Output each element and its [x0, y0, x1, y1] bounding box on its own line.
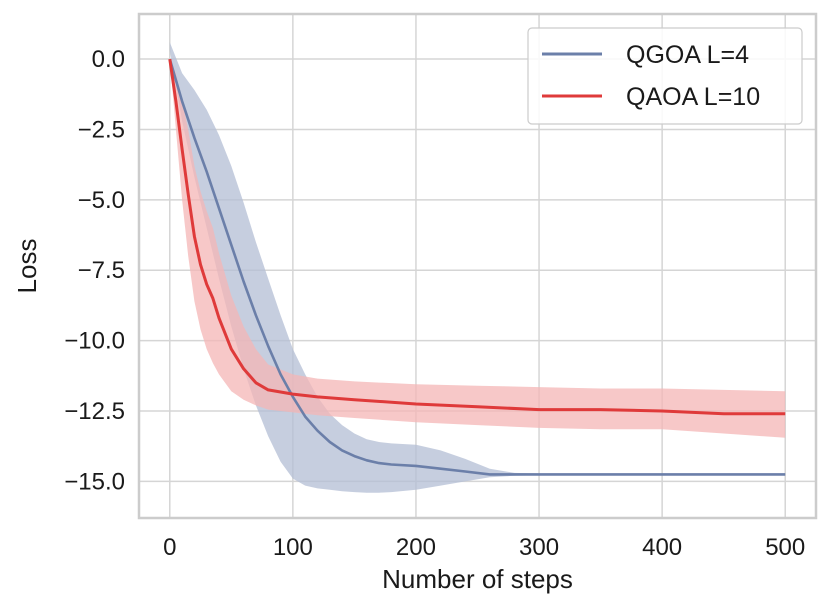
- y-tick-label: −10.0: [64, 328, 125, 355]
- legend-label-qaoa: QAOA L=10: [626, 83, 760, 111]
- y-tick-label: −5.0: [78, 187, 125, 214]
- x-tick-label: 400: [642, 534, 682, 561]
- x-tick-label: 200: [396, 534, 436, 561]
- series-line-0: [168, 58, 786, 476]
- x-tick-label: 100: [273, 534, 313, 561]
- y-tick-label: −2.5: [78, 116, 125, 143]
- x-tick-label: 500: [765, 534, 805, 561]
- y-tick-label: −7.5: [78, 257, 125, 284]
- plot-frame: [137, 12, 818, 520]
- confidence-band-1: [169, 59, 786, 438]
- legend: QGOA L=4 QAOA L=10: [527, 27, 803, 125]
- confidence-bands: [169, 42, 786, 493]
- series-lines: [168, 58, 786, 476]
- y-tick-label: 0.0: [92, 46, 125, 73]
- series-line-1: [168, 58, 786, 416]
- x-tick-label: 300: [519, 534, 559, 561]
- y-axis-label: Loss: [12, 239, 42, 294]
- y-tick-label: −15.0: [64, 468, 125, 495]
- tick-labels: 0 100 200 300 400 500 0.0 −2.5 −5.0 −7.5 −10.0 −12.…: [64, 46, 805, 561]
- y-tick-label: −12.5: [64, 398, 125, 425]
- legend-box: [527, 27, 803, 125]
- x-axis-label: Number of steps: [382, 564, 573, 594]
- x-tick-label: 0: [163, 534, 176, 561]
- legend-label-qgoa: QGOA L=4: [626, 41, 749, 69]
